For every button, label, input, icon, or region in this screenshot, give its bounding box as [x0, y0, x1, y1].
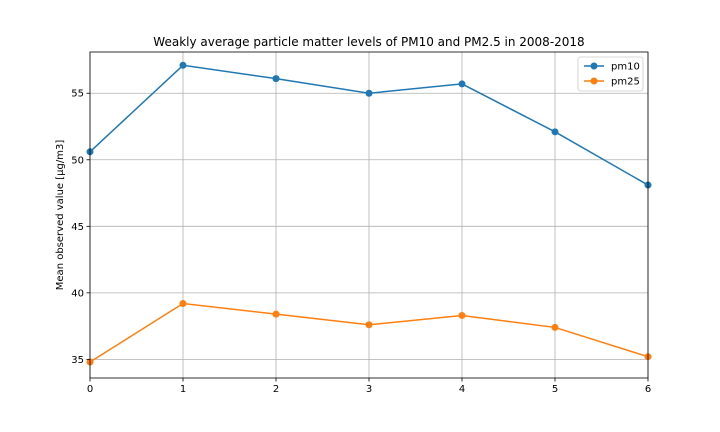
data-point-pm25 [458, 311, 466, 319]
data-point-pm10 [551, 128, 559, 136]
data-point-pm25 [272, 310, 280, 318]
y-tick-label: 35 [71, 355, 84, 366]
data-point-pm10 [365, 89, 373, 97]
data-point-pm10 [458, 80, 466, 88]
y-tick-label: 55 [71, 89, 84, 100]
x-tick-label: 0 [87, 384, 93, 395]
x-tick-label: 3 [366, 384, 372, 395]
data-point-pm25 [365, 321, 373, 329]
x-tick-label: 1 [180, 384, 186, 395]
legend: pm10 pm25 [577, 56, 644, 92]
x-tick-label: 4 [459, 384, 465, 395]
chart-title: Weakly average particle matter levels of… [153, 35, 584, 49]
series-pm10 [86, 61, 652, 189]
series-layer [86, 61, 652, 366]
legend-marker-pm10 [590, 62, 598, 70]
x-axis-ticks: 0 1 2 3 4 5 6 [87, 378, 651, 395]
x-tick-label: 5 [552, 384, 558, 395]
series-pm25 [86, 299, 652, 366]
legend-marker-pm25 [590, 77, 598, 85]
data-point-pm25 [551, 323, 559, 331]
data-point-pm25 [179, 299, 187, 307]
y-tick-label: 50 [71, 155, 84, 166]
x-tick-label: 2 [273, 384, 279, 395]
data-point-pm10 [272, 75, 280, 83]
y-tick-label: 45 [71, 222, 84, 233]
legend-label-pm10: pm10 [611, 62, 640, 73]
y-tick-label: 40 [71, 288, 84, 299]
x-tick-label: 6 [645, 384, 651, 395]
legend-label-pm25: pm25 [611, 77, 640, 88]
data-point-pm10 [179, 61, 187, 69]
grid-lines [89, 52, 649, 378]
y-axis-ticks: 35 40 45 50 55 [71, 89, 90, 366]
y-axis-label: Mean observed value [µg/m3] [55, 140, 66, 291]
